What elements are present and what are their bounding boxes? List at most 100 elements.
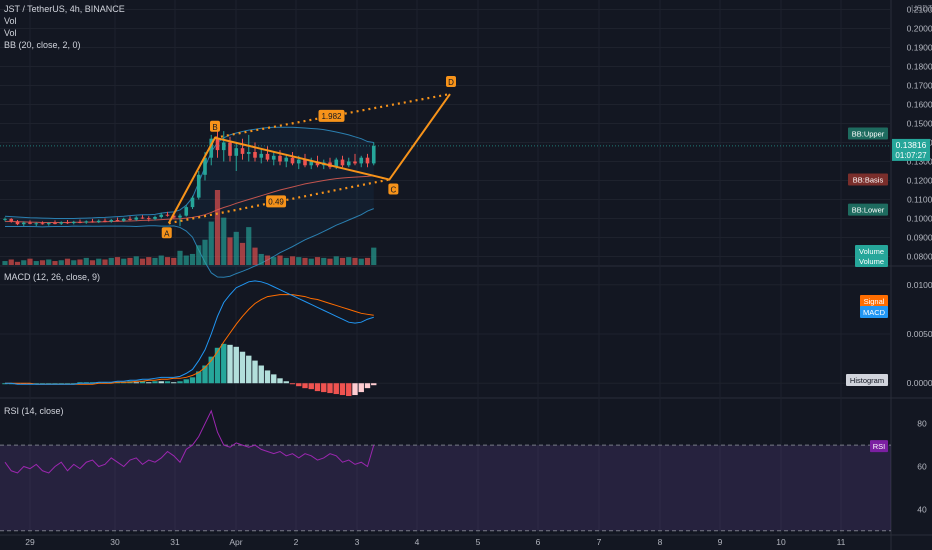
candle-body	[334, 159, 339, 168]
bb-lower-tag-bg	[848, 203, 888, 216]
ac-dotted-line	[168, 178, 390, 225]
ratio-badge	[318, 109, 345, 122]
histogram-bar	[327, 383, 333, 394]
macd-title[interactable]: MACD (12, 26, close, 9)	[4, 272, 101, 282]
volume-bar	[39, 260, 46, 265]
candle-body	[221, 142, 226, 151]
rsi-line	[4, 409, 375, 474]
time-tick-label: 10	[776, 537, 786, 547]
candle-body	[146, 218, 151, 220]
volume-bar	[146, 257, 152, 265]
price-panel	[0, 123, 891, 278]
last-price-text: 0.13816	[896, 140, 927, 150]
bb-upper-tag[interactable]: BB:Upper	[848, 127, 888, 140]
rsi-title[interactable]: RSI (14, close)	[4, 406, 64, 416]
candle-body	[178, 215, 182, 218]
volume-bar	[233, 231, 239, 265]
bb-basis-tag[interactable]: BB:Basis	[848, 173, 888, 186]
signal-tag[interactable]: Signal	[860, 295, 888, 307]
histogram-bar	[196, 371, 202, 384]
histogram-bar	[321, 383, 327, 393]
vol-legend-2[interactable]: Vol	[4, 28, 17, 38]
histogram-bar	[152, 381, 158, 384]
candle-body	[78, 221, 82, 223]
bb-legend[interactable]: BB (20, close, 2, 0)	[4, 40, 81, 50]
candle-body	[3, 218, 7, 220]
histogram-tag[interactable]: Histogram	[846, 374, 888, 386]
volume-bar	[114, 257, 121, 265]
candle-body	[353, 161, 357, 164]
volume-bar	[83, 257, 89, 265]
histogram-bar	[221, 343, 227, 384]
histogram-bar	[252, 360, 258, 384]
bb-basis-tag-bg	[848, 173, 888, 186]
volume-bar	[139, 258, 146, 265]
candle-body	[84, 221, 89, 223]
candle-body	[234, 148, 239, 156]
pattern-point-a[interactable]: A	[161, 227, 172, 239]
candle-body	[303, 159, 307, 166]
volume-tag-1[interactable]: Volume	[855, 245, 888, 257]
candle-body	[140, 217, 145, 219]
volume-bar	[102, 259, 108, 265]
rsi-tag[interactable]: RSI	[870, 440, 888, 453]
bb-upper-line	[4, 126, 374, 219]
candle-body	[346, 161, 351, 166]
candle-body	[165, 214, 170, 216]
candle-body	[246, 152, 251, 154]
pattern-point-d[interactable]: D	[446, 76, 456, 88]
histogram-bar	[171, 382, 177, 384]
bb-lower-tag[interactable]: BB:Lower	[848, 203, 888, 216]
ratio-badge	[266, 195, 287, 208]
pattern-point-b[interactable]: B	[210, 120, 220, 132]
volume-bar	[152, 257, 158, 265]
histogram-bar	[346, 383, 352, 397]
volume-bar	[164, 257, 171, 265]
volume-bar	[208, 221, 214, 265]
time-tick-label: 9	[718, 537, 723, 547]
point-badge	[210, 120, 220, 132]
volume-tag-2[interactable]: Volume	[855, 255, 888, 267]
macd-tag[interactable]: MACD	[860, 306, 888, 318]
rsi-panel	[0, 409, 891, 532]
time-tick-label: 29	[25, 537, 35, 547]
candle-body	[240, 148, 245, 154]
time-tick-label: 4	[415, 537, 420, 547]
ratio-label: 0.49	[266, 195, 287, 208]
point-badge	[161, 227, 172, 239]
histogram-bar	[352, 383, 358, 396]
volume-bar	[264, 255, 271, 265]
candle-body	[171, 215, 176, 218]
volume-bar	[289, 256, 296, 265]
histogram-bar	[133, 382, 139, 384]
symbol-title[interactable]: JST / TetherUS, 4h, BINANCE	[4, 4, 125, 14]
candle-body	[90, 221, 95, 223]
time-tick-label: 8	[658, 537, 663, 547]
histogram-bar	[258, 365, 264, 384]
macd-line	[5, 280, 374, 385]
pattern-point-c[interactable]: C	[388, 183, 399, 195]
rsi-tick-label: 40	[917, 504, 927, 514]
histogram-bar	[277, 378, 283, 384]
point-label: C	[390, 186, 396, 195]
vol-legend-1[interactable]: Vol	[4, 16, 17, 26]
histogram-bar	[164, 381, 171, 384]
volume-bar	[202, 239, 208, 265]
rsi-tag-bg	[870, 440, 888, 453]
volume-bar	[246, 227, 252, 265]
point-label: A	[164, 229, 170, 238]
candle-body	[9, 218, 14, 222]
candle-body	[134, 217, 139, 220]
volume-bar	[21, 260, 27, 265]
countdown-text: 01:07:27	[895, 151, 927, 160]
